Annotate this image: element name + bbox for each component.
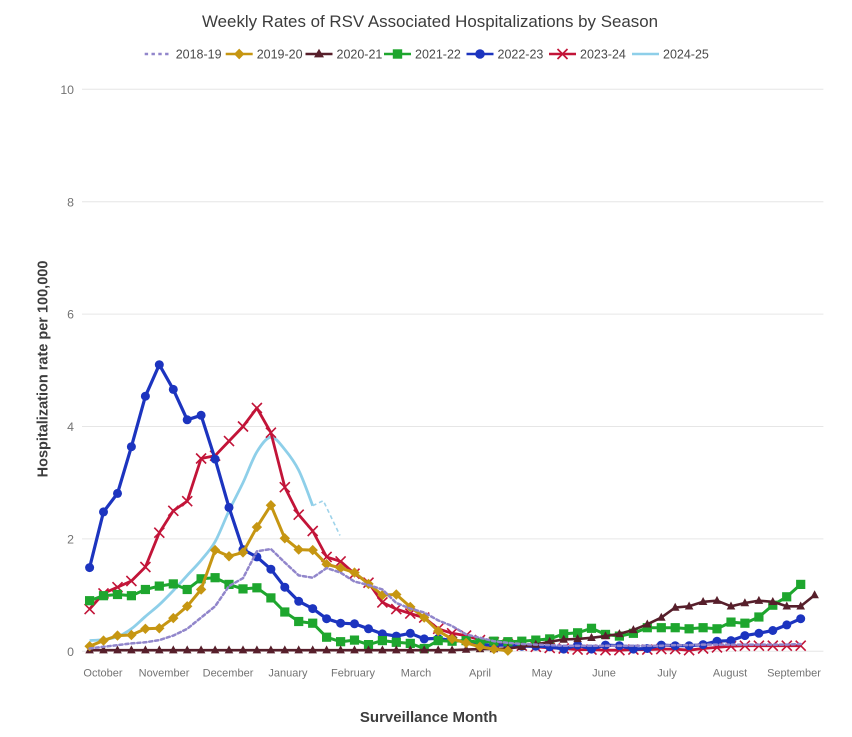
svg-text:July: July <box>657 668 677 680</box>
svg-text:Hospitalization rate per 100,0: Hospitalization rate per 100,000 <box>36 261 52 478</box>
svg-text:May: May <box>532 668 553 680</box>
svg-text:2024-25: 2024-25 <box>663 48 709 62</box>
svg-text:0: 0 <box>67 645 74 659</box>
svg-text:Surveillance Month: Surveillance Month <box>360 709 498 726</box>
svg-text:2021-22: 2021-22 <box>415 48 461 62</box>
svg-text:2020-21: 2020-21 <box>337 48 383 62</box>
svg-text:March: March <box>401 668 432 680</box>
svg-text:4: 4 <box>67 420 74 434</box>
svg-text:September: September <box>767 668 821 680</box>
svg-text:6: 6 <box>67 308 74 322</box>
svg-text:10: 10 <box>60 83 74 97</box>
svg-text:2018-19: 2018-19 <box>176 48 222 62</box>
svg-text:2: 2 <box>67 533 74 547</box>
svg-text:December: December <box>203 668 254 680</box>
svg-text:February: February <box>331 668 376 680</box>
svg-text:June: June <box>592 668 616 680</box>
svg-text:Weekly Rates of RSV Associated: Weekly Rates of RSV Associated Hospitali… <box>202 12 658 31</box>
svg-text:2019-20: 2019-20 <box>257 48 303 62</box>
svg-text:April: April <box>469 668 491 680</box>
svg-text:August: August <box>713 668 747 680</box>
svg-text:2023-24: 2023-24 <box>580 48 626 62</box>
svg-text:October: October <box>83 668 122 680</box>
svg-text:November: November <box>139 668 190 680</box>
svg-text:2022-23: 2022-23 <box>498 48 544 62</box>
svg-text:8: 8 <box>67 195 74 209</box>
svg-text:January: January <box>268 668 308 680</box>
